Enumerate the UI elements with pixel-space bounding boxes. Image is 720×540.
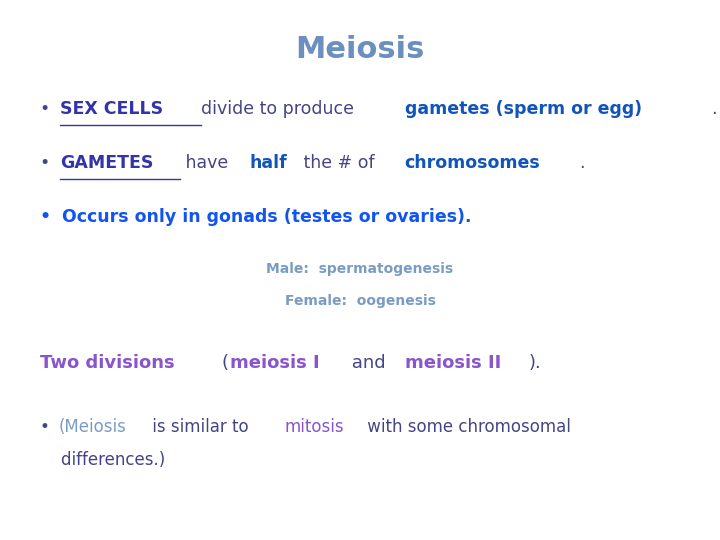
Text: •: • [40,154,55,172]
Text: is similar to: is similar to [147,418,253,436]
Text: Occurs only in gonads (testes or ovaries).: Occurs only in gonads (testes or ovaries… [62,208,471,226]
Text: •: • [40,418,55,436]
Text: •: • [40,208,57,226]
Text: •: • [40,100,55,118]
Text: half: half [250,154,287,172]
Text: Female:  oogenesis: Female: oogenesis [284,294,436,308]
Text: differences.): differences.) [40,451,165,469]
Text: .: . [711,100,716,118]
Text: mitosis: mitosis [284,418,344,436]
Text: chromosomes: chromosomes [405,154,540,172]
Text: (Meiosis: (Meiosis [59,418,127,436]
Text: meiosis II: meiosis II [405,354,501,372]
Text: have: have [181,154,234,172]
Text: Two divisions: Two divisions [40,354,181,372]
Text: the # of: the # of [299,154,381,172]
Text: Male:  spermatogenesis: Male: spermatogenesis [266,262,454,276]
Text: divide to produce: divide to produce [201,100,359,118]
Text: .: . [580,154,585,172]
Text: Meiosis: Meiosis [295,35,425,64]
Text: GAMETES: GAMETES [60,154,153,172]
Text: ).: ). [528,354,541,372]
Text: with some chromosomal: with some chromosomal [361,418,570,436]
Text: and: and [346,354,392,372]
Text: gametes (sperm or egg): gametes (sperm or egg) [405,100,642,118]
Text: meiosis I: meiosis I [230,354,320,372]
Text: (: ( [221,354,228,372]
Text: SEX CELLS: SEX CELLS [60,100,169,118]
